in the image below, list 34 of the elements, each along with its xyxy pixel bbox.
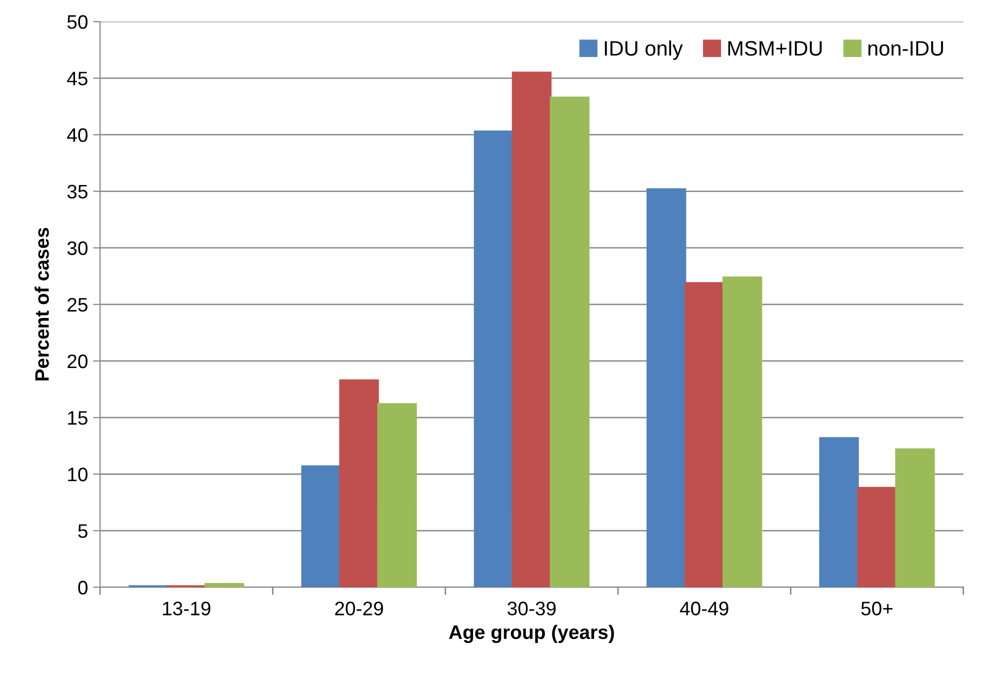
y-tick-label: 5 [78,524,88,538]
bar [646,188,686,588]
y-tick-label: 45 [67,72,88,86]
y-tick-label: 30 [67,241,88,256]
legend-label: IDU only [604,40,683,60]
bar [722,276,762,588]
y-tick-label: 40 [67,128,88,142]
y-tick-label: 50 [67,15,88,29]
x-axis-title: Age group (years) [448,624,614,644]
bar [377,403,417,588]
y-axis-title: Percent of cases [34,228,49,380]
bar [550,96,590,588]
legend-label: MSM+IDU [728,41,822,56]
x-tick-label: 20-29 [335,602,383,616]
x-tick-label: 40-49 [680,602,728,616]
y-tick-label: 0 [78,580,88,594]
y-tick-label: 10 [68,468,88,482]
bar [339,379,379,588]
bar [857,486,897,588]
bar [819,437,859,588]
x-tick-label: 30-39 [508,602,556,616]
y-tick-label: 35 [67,184,88,199]
bar [895,448,935,588]
bar [204,583,244,588]
bar [474,130,514,588]
legend-label: non-IDU [868,41,943,56]
x-tick-label: 13-19 [163,602,210,616]
bar [512,72,552,588]
y-tick-label: 15 [68,411,88,425]
x-tick-label: 50+ [861,602,893,616]
y-tick-label: 25 [68,298,88,312]
bar [684,282,724,588]
y-tick-label: 20 [68,354,88,368]
bar [301,465,341,588]
